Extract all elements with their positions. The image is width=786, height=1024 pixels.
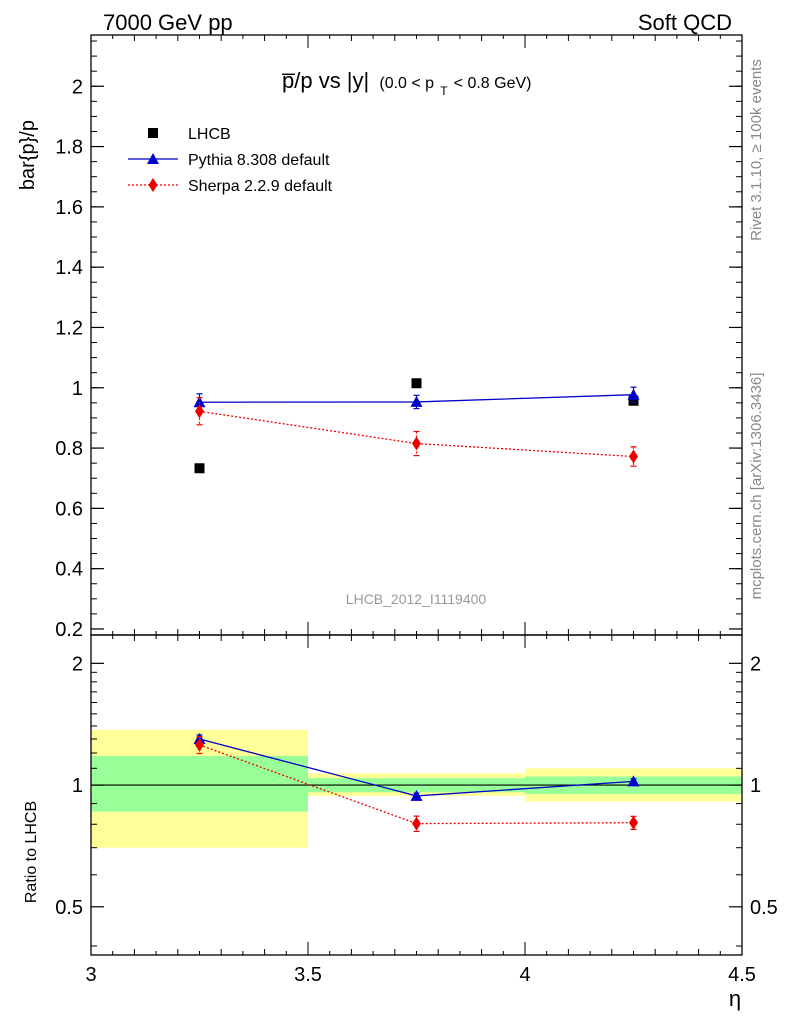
header-right: Soft QCD [638,10,732,35]
top-panel-frame [90,34,743,636]
top-y-tick-label: 1.4 [55,257,83,279]
ratio-y-tick-label-right: 0.5 [750,897,778,919]
top-y-tick-label: 2 [72,76,83,98]
ratio-y-tick-label: 0.5 [55,897,83,919]
top-y-tick-label: 1.8 [55,137,83,159]
ratio-sherpa-line [199,744,634,825]
top-y-tick-label: 1.2 [55,317,83,339]
legend-sherpa-marker [148,178,158,192]
ratio-sherpa-point [629,815,638,830]
ratio-ylabel: Ratio to LHCB [23,801,40,903]
ratio-sherpa-point [412,816,421,831]
legend-lhcb-label: LHCB [188,126,231,143]
source-label: mcplots.cern.ch [arXiv:1306.3436] [748,373,765,600]
legend-lhcb-marker [148,128,158,138]
legend-pythia-marker [147,153,159,164]
plot-title: p̅/p vs |y| (0.0 < p T < 0.8 GeV) [281,68,531,100]
top-y-tick-label: 0.6 [55,498,83,520]
rivet-version-label: Rivet 3.1.10, ≥ 100k events [748,59,765,241]
title-sub: (0.0 < p [379,75,434,92]
x-tick-label: 3.5 [294,964,322,986]
top-lhcb-point [411,378,422,389]
top-marks [193,378,640,474]
ratio-panel: 0.5 0.5 1 1 2 2 3 3.5 4 4.5 Ratio to LHCB η [23,634,778,1011]
top-panel: p̅/p vs |y| (0.0 < p T < 0.8 GeV) bar{p}… [17,34,743,641]
legend-pythia-label: Pythia 8.308 default [188,152,330,169]
top-lhcb-point [194,463,205,474]
top-pythia-point [627,388,640,400]
header-left: 7000 GeV pp [103,10,233,35]
top-ticks: 0.2 0.4 0.6 0.8 1 1.2 1.4 1.6 1.8 2 [55,35,743,641]
x-axis-label: η [729,986,741,1011]
top-y-tick-label: 0.2 [55,619,83,641]
top-y-tick-label: 0.4 [55,559,83,581]
ratio-pythia-point [627,775,640,787]
title-main: p̅/p vs |y| [281,68,369,93]
ratio-y-tick-label-right: 1 [750,775,761,797]
top-sherpa-point [195,404,204,419]
ratio-pythia-point [410,789,423,801]
top-y-tick-label: 1.6 [55,197,83,219]
x-tick-label: 4.5 [728,964,756,986]
top-pythia-point [410,395,423,407]
top-y-tick-label: 1 [72,378,83,400]
ratio-y-tick-label-right: 2 [750,653,761,675]
ratio-marks [193,732,640,833]
legend-sherpa-label: Sherpa 2.2.9 default [188,178,333,195]
x-tick-label: 3 [85,964,96,986]
top-y-tick-label: 0.8 [55,438,83,460]
ratio-y-tick-label: 2 [72,653,83,675]
top-sherpa-point [629,449,638,464]
ratio-sherpa-point [195,737,204,752]
analysis-watermark: LHCB_2012_I1119400 [346,591,487,607]
top-sherpa-point [412,436,421,451]
ratio-band-inner [91,755,308,812]
legend: LHCB Pythia 8.308 default Sherpa 2.2.9 def… [128,126,333,195]
top-sherpa-line [199,410,634,458]
title-sub-index: T [440,84,448,98]
ratio-ticks: 0.5 0.5 1 1 2 2 3 3.5 4 4.5 [55,635,778,986]
top-ylabel: bar{p}/p [17,120,39,190]
ratio-y-tick-label: 1 [72,775,83,797]
title-sub-tail: < 0.8 GeV) [454,75,532,92]
x-tick-label: 4 [519,964,530,986]
